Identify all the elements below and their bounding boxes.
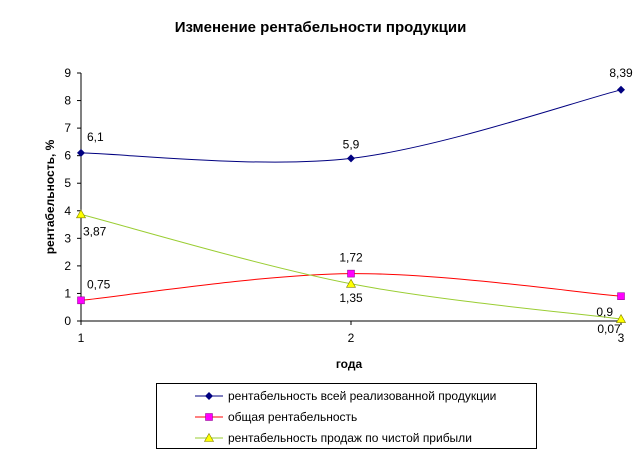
legend-label-series-1: рентабельность всей реализованной продук… (228, 389, 497, 403)
data-point-series-2 (617, 292, 625, 300)
legend-swatch-series-1 (195, 392, 223, 400)
series-3 (75, 209, 627, 323)
data-point-series-1 (77, 148, 85, 157)
y-tick-label: 3 (64, 231, 71, 245)
legend-item-series-2: общая рентабельность (157, 407, 536, 427)
legend-swatch-series-3 (195, 432, 223, 442)
data-labels: 6,1 5,9 8,39 0,75 1,72 0,9 3,87 1,35 0,07 (83, 66, 633, 336)
y-tick-label: 1 (64, 286, 71, 300)
y-tick-label: 9 (64, 66, 71, 80)
x-tick-label: 3 (618, 331, 625, 345)
x-axis-label: года (336, 357, 363, 371)
legend-item-series-3: рентабельность продаж по чистой прибыли (157, 428, 536, 448)
data-point-series-2 (77, 296, 85, 305)
y-tick-label: 6 (64, 149, 71, 163)
y-tick-label: 4 (64, 204, 71, 218)
x-tick-label: 2 (348, 331, 355, 345)
y-tick-label: 5 (64, 176, 71, 190)
x-tick-label: 1 (78, 331, 85, 345)
series-1 (77, 85, 625, 163)
data-point-series-2 (347, 269, 355, 278)
y-tick-label: 8 (64, 94, 71, 108)
data-label: 1,72 (339, 251, 363, 265)
y-tick-label: 0 (64, 314, 71, 328)
chart-title: Изменение рентабельности продукции (174, 19, 467, 36)
data-point-series-1 (347, 154, 355, 163)
data-label: 0,07 (597, 322, 621, 336)
legend: рентабельность всей реализованной продук… (156, 383, 537, 449)
data-point-series-3 (615, 313, 627, 323)
legend-label-series-3: рентабельность продаж по чистой прибыли (228, 431, 472, 445)
legend-item-series-1: рентабельность всей реализованной продук… (157, 386, 536, 406)
data-point-series-1 (617, 85, 625, 94)
data-point-series-3 (75, 209, 87, 219)
legend-label-series-2: общая рентабельность (228, 410, 358, 424)
data-label: 0,9 (596, 305, 613, 319)
data-label: 8,39 (609, 66, 633, 80)
y-tick-label: 7 (64, 121, 71, 135)
data-label: 3,87 (83, 224, 107, 238)
legend-swatch-series-2 (195, 413, 223, 421)
y-tick-label: 2 (64, 259, 71, 273)
data-label: 1,35 (339, 291, 363, 305)
series-layer (75, 85, 627, 323)
data-point-series-3 (345, 278, 357, 288)
data-label: 0,75 (87, 277, 111, 291)
y-axis-label: рентабельность, % (43, 139, 57, 254)
series-2 (77, 269, 625, 305)
data-label: 5,9 (343, 137, 360, 151)
data-label: 6,1 (87, 130, 104, 144)
